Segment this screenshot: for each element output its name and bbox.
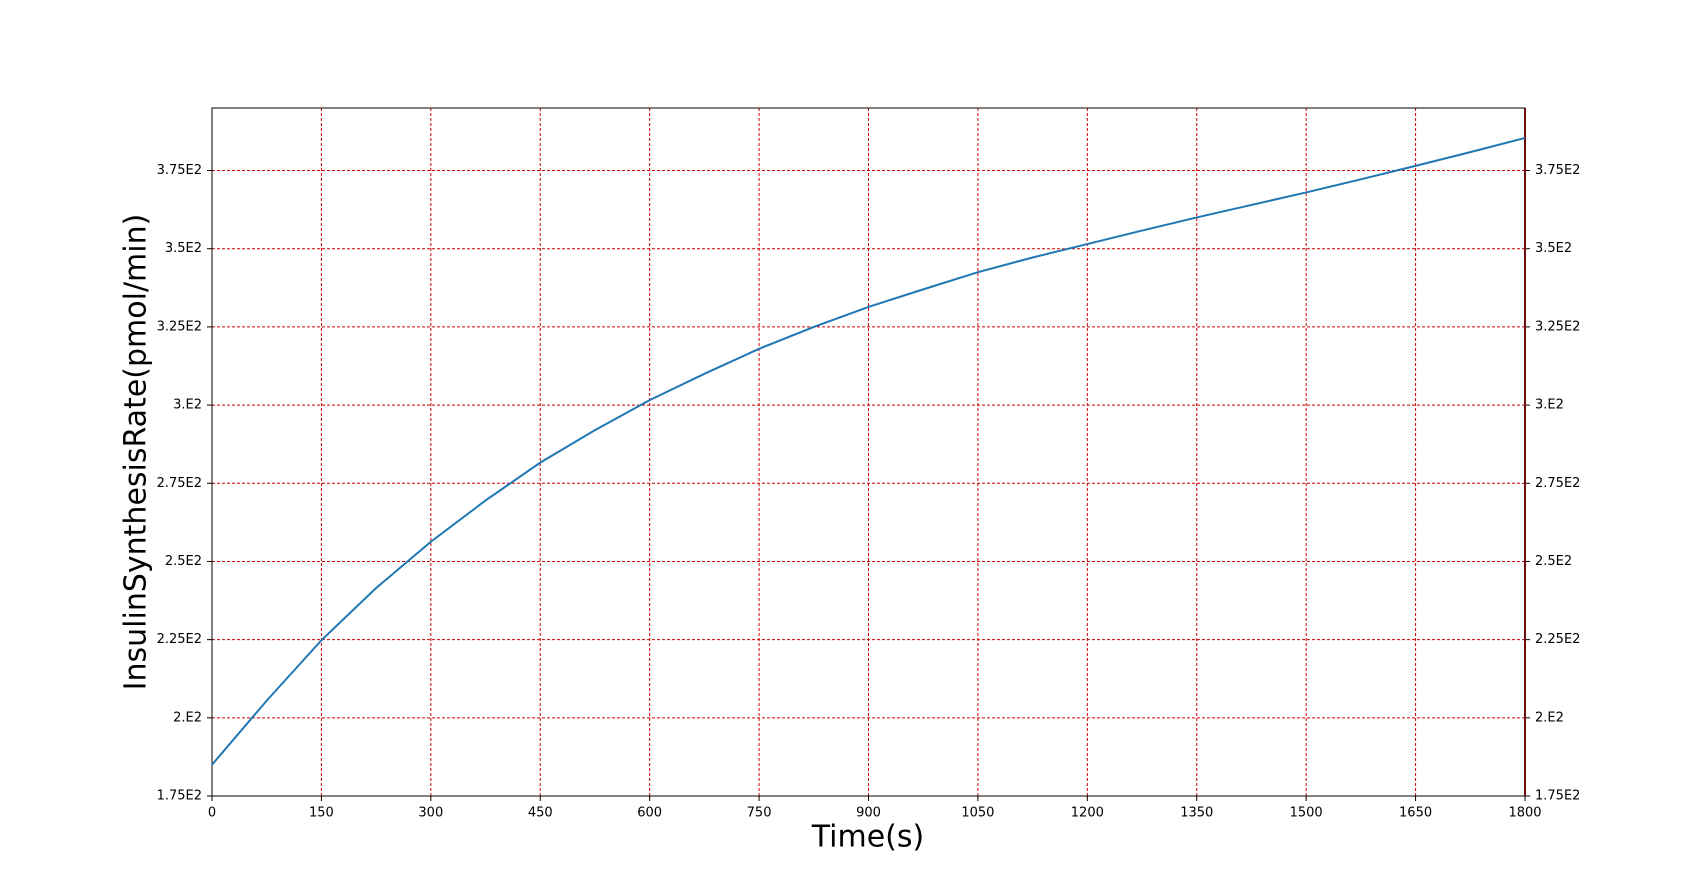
y-tick-label: 1.75E2 [157, 789, 202, 804]
x-tick-label: 1650 [1399, 806, 1432, 821]
x-tick-label: 750 [747, 806, 772, 821]
x-tick-label: 600 [637, 806, 662, 821]
y2-tick-label: 2.E2 [1535, 710, 1564, 725]
x-tick-label: 1350 [1180, 806, 1213, 821]
x-tick-label: 450 [528, 806, 553, 821]
x-tick-label: 1200 [1071, 806, 1104, 821]
x-tick-label: 1500 [1290, 806, 1323, 821]
y-tick-label: 2.75E2 [157, 476, 202, 491]
y2-tick-label: 3.5E2 [1535, 241, 1572, 256]
y2-tick-label: 3.25E2 [1535, 319, 1580, 334]
x-tick-label: 900 [856, 806, 881, 821]
x-tick-label: 300 [418, 806, 443, 821]
x-tick-label: 150 [309, 806, 334, 821]
x-tick-label: 1050 [961, 806, 994, 821]
x-axis-label: Time(s) [811, 820, 924, 855]
y2-tick-label: 2.5E2 [1535, 554, 1572, 569]
y2-tick-label: 1.75E2 [1535, 789, 1580, 804]
y-tick-label: 3.5E2 [165, 241, 202, 256]
plot-frame [211, 107, 1526, 797]
y2-tick-label: 3.75E2 [1535, 163, 1580, 178]
y-tick-label: 3.75E2 [157, 163, 202, 178]
x-tick-label: 1800 [1508, 806, 1541, 821]
y-tick-label: 3.E2 [173, 398, 202, 413]
y2-tick-label: 3.E2 [1535, 398, 1564, 413]
y2-tick-label: 2.25E2 [1535, 632, 1580, 647]
data-line [211, 137, 1526, 766]
y-tick-label: 2.E2 [173, 710, 202, 725]
y-tick-label: 2.5E2 [165, 554, 202, 569]
y-tick-label: 2.25E2 [157, 632, 202, 647]
y2-tick-label: 2.75E2 [1535, 476, 1580, 491]
y-tick-label: 3.25E2 [157, 319, 202, 334]
x-tick-label: 0 [208, 806, 216, 821]
y-axis-label: InsulinSynthesisRate(pmol/min) [119, 214, 154, 691]
